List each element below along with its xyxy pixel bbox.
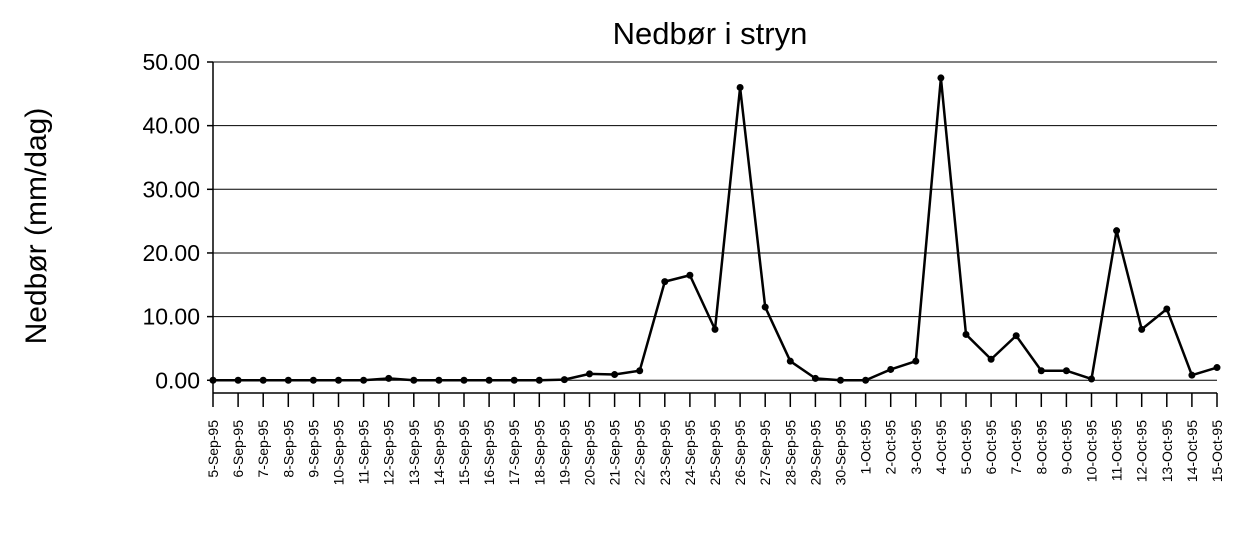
- data-point: [711, 325, 719, 333]
- data-point: [1213, 364, 1221, 372]
- x-tick-label: 15-Oct-95: [1209, 420, 1225, 482]
- data-point: [1012, 332, 1020, 340]
- x-tick-label: 25-Sep-95: [707, 420, 723, 486]
- data-point: [234, 376, 242, 384]
- x-tick-label: 20-Sep-95: [582, 420, 598, 486]
- x-tick-label: 15-Sep-95: [456, 420, 472, 486]
- y-tick-label: 20.00: [142, 240, 200, 266]
- x-tick-label: 11-Oct-95: [1109, 420, 1125, 481]
- data-point: [1113, 227, 1121, 235]
- x-tick-label: 11-Sep-95: [356, 420, 372, 485]
- data-point: [837, 376, 844, 384]
- data-point: [535, 376, 543, 384]
- data-point: [335, 376, 342, 384]
- x-tick-label: 21-Sep-95: [607, 420, 623, 486]
- x-tick-label: 16-Sep-95: [481, 420, 497, 486]
- x-tick-label: 24-Sep-95: [682, 420, 698, 486]
- data-point: [686, 271, 694, 279]
- x-tick-label: 26-Sep-95: [732, 420, 748, 486]
- x-tick-label: 18-Sep-95: [531, 420, 547, 486]
- x-tick-label: 3-Oct-95: [908, 420, 924, 475]
- data-point: [485, 376, 493, 384]
- x-tick-label: 23-Sep-95: [657, 420, 673, 486]
- data-point: [887, 365, 895, 373]
- x-tick-label: 2-Oct-95: [883, 420, 899, 475]
- y-tick-label: 40.00: [142, 113, 200, 139]
- x-tick-label: 13-Sep-95: [406, 420, 422, 486]
- data-point: [385, 374, 393, 382]
- data-point: [209, 376, 217, 384]
- data-line: [213, 76, 1218, 382]
- data-point: [761, 303, 769, 311]
- x-tick-label: 6-Oct-95: [983, 420, 999, 475]
- data-point: [937, 74, 945, 82]
- y-tick-label: 0.00: [155, 367, 200, 393]
- x-tick-label: 8-Sep-95: [280, 420, 296, 478]
- data-point: [811, 374, 819, 382]
- data-point: [1037, 367, 1045, 375]
- data-point: [560, 376, 568, 384]
- data-point: [611, 371, 619, 379]
- data-point: [786, 357, 794, 365]
- x-tick-label: 10-Oct-95: [1084, 420, 1100, 482]
- data-point: [636, 367, 644, 375]
- chart-title: Nedbør i stryn: [613, 16, 808, 51]
- y-tick-label: 30.00: [142, 176, 200, 202]
- data-point: [1138, 325, 1146, 333]
- x-tick-label: 10-Sep-95: [331, 420, 347, 486]
- x-tick-label: 12-Sep-95: [381, 420, 397, 486]
- x-tick-label: 22-Sep-95: [632, 420, 648, 486]
- x-tick-label: 4-Oct-95: [933, 420, 949, 475]
- x-tick-label: 7-Oct-95: [1008, 420, 1024, 475]
- x-tick-label: 28-Sep-95: [782, 420, 798, 486]
- data-point: [1062, 367, 1070, 375]
- data-point: [435, 376, 443, 384]
- data-point: [1088, 375, 1095, 383]
- x-tick-label: 17-Sep-95: [506, 420, 522, 486]
- x-tick-label: 14-Sep-95: [431, 420, 447, 486]
- data-point: [586, 370, 593, 378]
- data-point: [284, 376, 292, 384]
- x-tick-label: 5-Sep-95: [205, 420, 221, 478]
- x-tick-label: 9-Oct-95: [1058, 420, 1074, 475]
- data-point: [987, 355, 995, 363]
- data-point: [1163, 305, 1171, 313]
- x-tick-label: 6-Sep-95: [230, 420, 246, 478]
- x-tick-label: 5-Oct-95: [958, 420, 974, 475]
- data-point: [410, 376, 418, 384]
- y-tick-label: 50.00: [142, 49, 200, 75]
- data-point: [736, 83, 744, 91]
- data-point: [912, 357, 920, 365]
- x-tick-label: 8-Oct-95: [1033, 420, 1049, 475]
- x-tick-label: 12-Oct-95: [1134, 420, 1150, 482]
- data-point: [309, 376, 317, 384]
- x-tick-label: 30-Sep-95: [833, 420, 849, 486]
- y-tick-label: 10.00: [142, 304, 200, 330]
- data-point: [1188, 371, 1196, 379]
- data-point: [259, 376, 267, 384]
- x-tick-label: 7-Sep-95: [255, 420, 271, 478]
- x-tick-label: 1-Oct-95: [858, 420, 874, 475]
- x-tick-label: 13-Oct-95: [1159, 420, 1175, 482]
- data-point: [360, 376, 368, 384]
- data-point: [962, 330, 970, 338]
- data-point: [510, 376, 518, 384]
- x-tick-label: 9-Sep-95: [305, 420, 321, 478]
- x-tick-label: 14-Oct-95: [1184, 420, 1200, 482]
- x-tick-label: 27-Sep-95: [757, 420, 773, 486]
- x-tick-label: 29-Sep-95: [807, 420, 823, 486]
- data-point: [862, 376, 870, 384]
- data-point: [460, 376, 468, 384]
- data-point: [661, 278, 669, 286]
- y-axis-label: Nedbør (mm/dag): [20, 108, 53, 345]
- x-tick-label: 19-Sep-95: [556, 420, 572, 486]
